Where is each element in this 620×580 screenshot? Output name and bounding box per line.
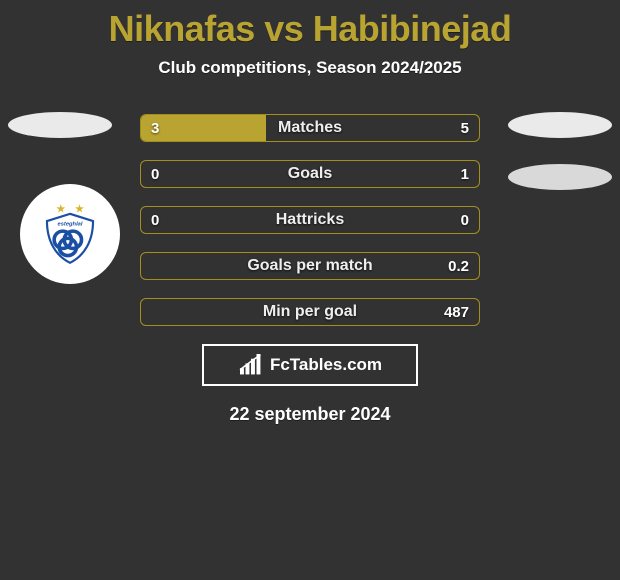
svg-text:★: ★ [74, 203, 84, 215]
svg-text:★: ★ [56, 203, 66, 215]
stat-value-right: 1 [461, 161, 469, 187]
brand-name: FcTables.com [270, 355, 382, 375]
chart-icon [238, 354, 264, 376]
stat-value-right: 487 [444, 299, 469, 325]
club-badge-left: ★ ★ esteghlal [20, 184, 120, 284]
stat-row: 0Hattricks0 [140, 206, 480, 234]
stat-row: Min per goal487 [140, 298, 480, 326]
player-left-placeholder [8, 112, 112, 138]
club-crest-icon: ★ ★ esteghlal [34, 198, 106, 270]
stat-value-right: 5 [461, 115, 469, 141]
player-right-placeholder-2 [508, 164, 612, 190]
player-right-placeholder-1 [508, 112, 612, 138]
stat-label: Min per goal [141, 299, 479, 325]
brand-box: FcTables.com [202, 344, 418, 386]
stat-label: Matches [141, 115, 479, 141]
page-title: Niknafas vs Habibinejad [0, 0, 620, 50]
stat-label: Hattricks [141, 207, 479, 233]
stat-value-right: 0.2 [448, 253, 469, 279]
page-subtitle: Club competitions, Season 2024/2025 [0, 58, 620, 78]
stat-label: Goals per match [141, 253, 479, 279]
svg-text:esteghlal: esteghlal [58, 221, 83, 227]
stat-row: 3Matches5 [140, 114, 480, 142]
stat-label: Goals [141, 161, 479, 187]
stat-row: Goals per match0.2 [140, 252, 480, 280]
stats-container: 3Matches50Goals10Hattricks0Goals per mat… [140, 114, 480, 326]
footer-date: 22 september 2024 [0, 404, 620, 425]
comparison-panel: ★ ★ esteghlal 3Matches50Goals10Hattricks… [0, 114, 620, 425]
stat-row: 0Goals1 [140, 160, 480, 188]
stat-value-right: 0 [461, 207, 469, 233]
